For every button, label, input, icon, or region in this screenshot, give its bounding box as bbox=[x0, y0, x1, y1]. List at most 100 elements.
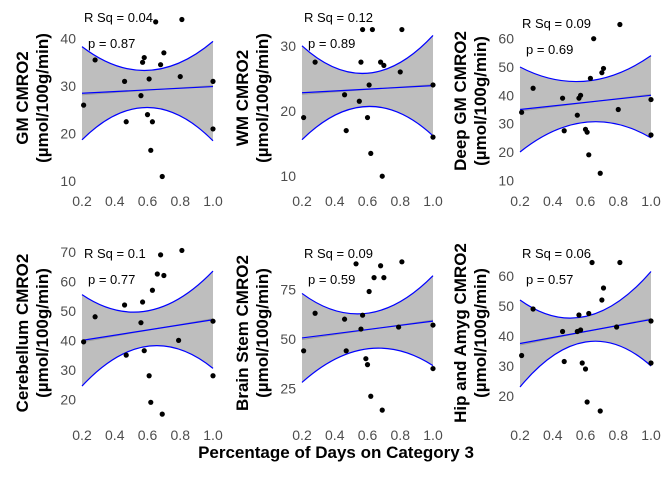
data-point bbox=[158, 252, 164, 258]
data-point bbox=[614, 324, 620, 330]
y-tick-label: 60 bbox=[498, 31, 514, 47]
x-tick-label: 1.0 bbox=[641, 427, 661, 443]
ci-upper-line bbox=[301, 275, 434, 315]
ci-upper-line bbox=[301, 35, 434, 75]
y-tick-label: 25 bbox=[280, 380, 296, 396]
data-point bbox=[312, 59, 318, 65]
x-tick-label: 0.6 bbox=[358, 193, 378, 209]
y-tick-label: 40 bbox=[60, 31, 76, 47]
data-point bbox=[378, 59, 384, 65]
data-point bbox=[364, 362, 371, 368]
x-tick-label: 0.6 bbox=[576, 193, 596, 209]
x-tick-label: 0.2 bbox=[510, 193, 530, 209]
panel-1: 10 20 30 40 0.2 0.4 0.6 0.8 1.0 GM CMRO2 (µmol/100… bbox=[13, 10, 223, 209]
data-point bbox=[358, 326, 364, 332]
x-tick-label: 0.8 bbox=[609, 427, 629, 443]
data-point bbox=[617, 21, 623, 28]
regression-line bbox=[81, 319, 214, 341]
data-point bbox=[591, 36, 597, 42]
x-tick-label: 0.8 bbox=[391, 193, 411, 209]
data-point bbox=[179, 16, 185, 23]
y-tick-label: 60 bbox=[60, 273, 76, 289]
data-point bbox=[148, 399, 154, 405]
data-point bbox=[577, 327, 584, 333]
data-point bbox=[154, 271, 160, 277]
data-point bbox=[586, 310, 592, 317]
data-point bbox=[343, 348, 349, 354]
data-point bbox=[559, 328, 566, 335]
data-point bbox=[364, 114, 371, 121]
y-axis-label-line2: (µmol/100g/min) bbox=[253, 268, 272, 398]
data-point bbox=[599, 70, 605, 76]
y-tick-label: 30 bbox=[280, 38, 296, 54]
data-point bbox=[597, 408, 603, 414]
data-point bbox=[430, 365, 436, 372]
data-point bbox=[121, 302, 128, 308]
data-point bbox=[141, 54, 147, 61]
y-axis-label-line1: Hip and Amyg CMRO2 bbox=[451, 243, 470, 423]
r-squared-label: R Sq = 0.04 bbox=[84, 10, 153, 25]
data-point bbox=[530, 306, 536, 312]
ci-upper-line bbox=[81, 270, 214, 313]
panel-4: 20 30 40 50 60 70 0.2 0.4 0.6 0.8 1.0 Cerebellum CM… bbox=[13, 244, 223, 443]
data-point bbox=[177, 73, 183, 80]
x-tick-label: 0.6 bbox=[576, 427, 596, 443]
data-point bbox=[81, 102, 87, 108]
p-value-label: p = 0.59 bbox=[308, 272, 355, 287]
y-axis-label-line2: (µmol/100g/min) bbox=[33, 268, 52, 398]
x-tick-label: 0.6 bbox=[358, 427, 378, 443]
p-value-label: p = 0.87 bbox=[88, 36, 135, 51]
data-point bbox=[399, 259, 405, 265]
confidence-band bbox=[520, 55, 651, 152]
data-point bbox=[138, 320, 144, 326]
regression-line bbox=[519, 318, 652, 345]
data-point bbox=[617, 259, 623, 266]
ci-upper-line bbox=[81, 40, 214, 72]
data-point bbox=[430, 82, 436, 88]
ci-lower-line bbox=[81, 345, 214, 387]
y-tick-label: 20 bbox=[498, 388, 514, 404]
r-squared-label: R Sq = 0.12 bbox=[304, 10, 373, 25]
x-tick-label: 0.2 bbox=[510, 427, 530, 443]
data-point bbox=[301, 114, 307, 121]
y-tick-label: 30 bbox=[60, 362, 76, 378]
data-point bbox=[519, 352, 525, 359]
data-point bbox=[599, 297, 605, 303]
x-tick-label: 0.8 bbox=[391, 427, 411, 443]
x-axis-title: Percentage of Days on Category 3 bbox=[198, 443, 474, 462]
y-tick-label: 70 bbox=[60, 244, 76, 260]
x-tick-label: 0.2 bbox=[72, 193, 92, 209]
data-point bbox=[159, 411, 165, 417]
data-point bbox=[153, 19, 159, 25]
x-tick-label: 0.2 bbox=[292, 193, 312, 209]
data-point bbox=[148, 147, 154, 153]
data-point bbox=[530, 85, 536, 91]
data-point bbox=[363, 356, 369, 362]
y-axis-label-line2: (µmol/100g/min) bbox=[471, 268, 490, 398]
y-tick-label: 60 bbox=[498, 268, 514, 284]
data-point bbox=[92, 314, 98, 320]
data-point bbox=[559, 95, 566, 101]
x-tick-label: 1.0 bbox=[203, 193, 223, 209]
y-tick-label: 20 bbox=[280, 103, 296, 119]
panel-3: 10 20 30 40 50 60 0.2 0.4 0.6 0.8 1.0 Deep GM CMRO2… bbox=[451, 16, 661, 209]
data-point bbox=[161, 272, 167, 279]
p-value-label: p = 0.77 bbox=[88, 272, 135, 287]
data-point bbox=[586, 152, 592, 158]
x-tick-label: 0.2 bbox=[292, 427, 312, 443]
x-tick-label: 0.4 bbox=[543, 193, 563, 209]
r-squared-label: R Sq = 0.09 bbox=[522, 16, 591, 31]
x-tick-label: 0.4 bbox=[325, 427, 345, 443]
p-value-label: p = 0.89 bbox=[308, 36, 355, 51]
y-axis-label-line2: (µmol/100g/min) bbox=[33, 33, 52, 163]
y-tick-label: 50 bbox=[498, 298, 514, 314]
confidence-band bbox=[302, 35, 433, 140]
data-point bbox=[371, 275, 377, 281]
data-point bbox=[368, 150, 374, 157]
data-point bbox=[139, 299, 146, 305]
y-tick-label: 40 bbox=[498, 87, 514, 103]
y-tick-label: 75 bbox=[280, 282, 296, 298]
x-tick-label: 0.8 bbox=[171, 193, 191, 209]
data-point bbox=[576, 312, 582, 318]
y-axis-label-line1: GM CMRO2 bbox=[13, 51, 32, 145]
